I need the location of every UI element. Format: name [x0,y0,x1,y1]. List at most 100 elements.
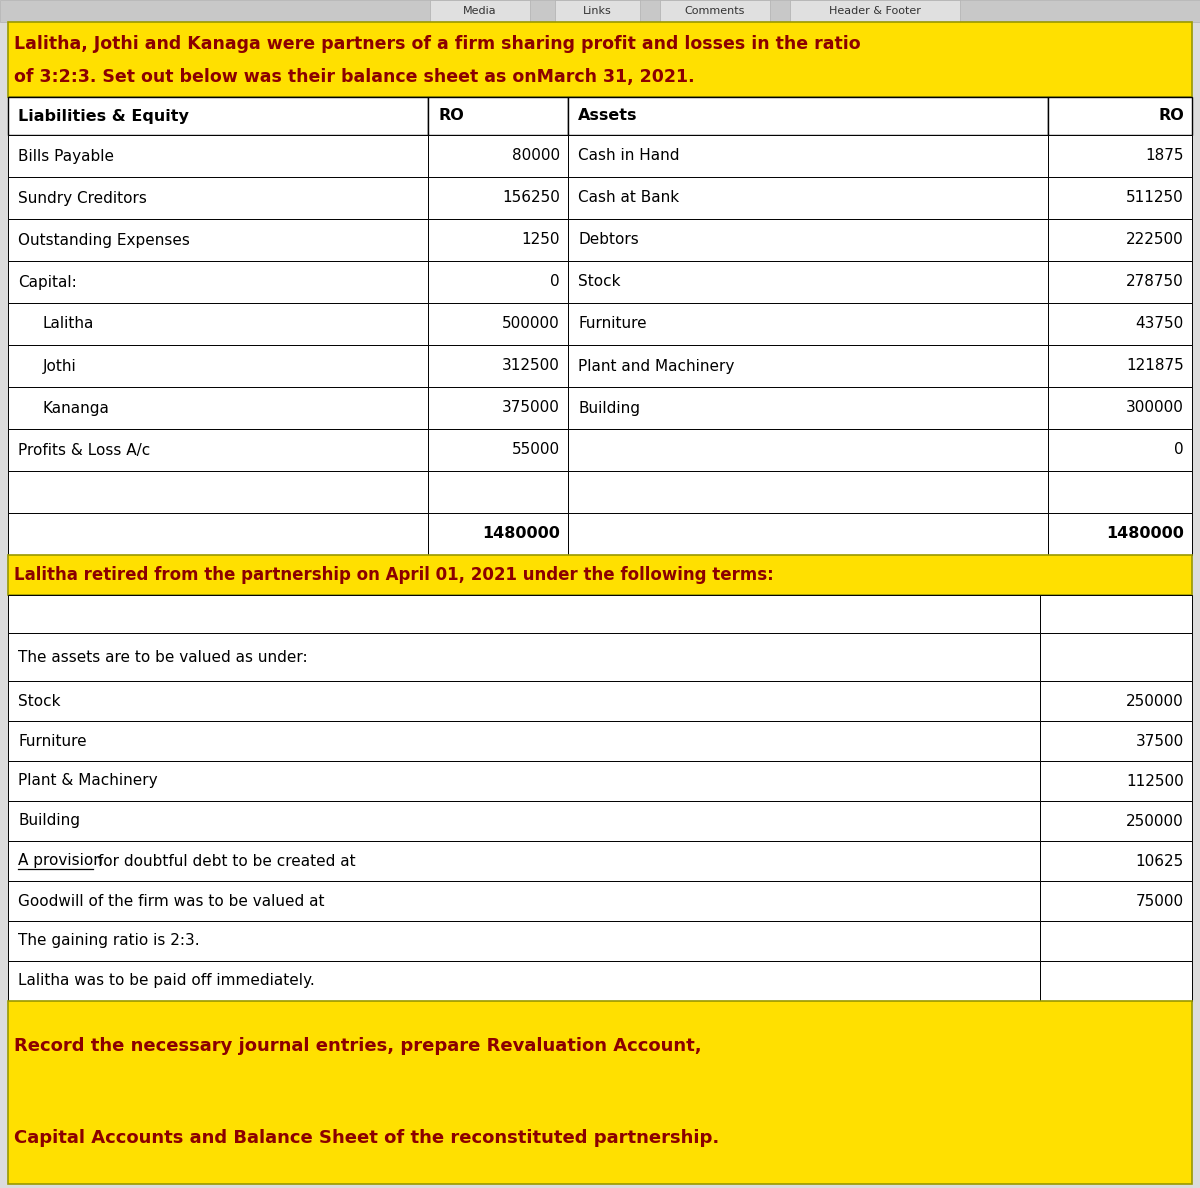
Text: 121875: 121875 [1127,359,1184,373]
Text: Links: Links [583,6,611,15]
Text: 37500: 37500 [1135,733,1184,748]
Text: Assets: Assets [578,108,637,124]
Bar [8,219,428,261]
Text: 222500: 222500 [1127,233,1184,247]
Bar [1040,801,1192,841]
Text: 75000: 75000 [1136,893,1184,909]
Text: Header & Footer: Header & Footer [829,6,920,15]
Bar [568,387,1048,429]
Bar [1048,513,1192,555]
Text: 250000: 250000 [1127,814,1184,828]
Bar [1040,881,1192,921]
Bar [428,219,568,261]
Bar [568,261,1048,303]
Bar [1048,219,1192,261]
Text: Cash at Bank: Cash at Bank [578,190,679,206]
Bar [554,0,640,23]
Bar [8,681,1040,721]
Bar [8,135,428,177]
Text: 112500: 112500 [1127,773,1184,789]
Bar [8,762,1040,801]
Bar [8,721,1040,762]
Bar [8,513,428,555]
Text: Record the necessary journal entries, prepare Revaluation Account,: Record the necessary journal entries, pr… [14,1037,702,1055]
Text: Stock: Stock [18,694,60,708]
Text: Cash in Hand: Cash in Hand [578,148,679,164]
Bar [568,97,1048,135]
Text: Plant and Machinery: Plant and Machinery [578,359,734,373]
Bar [8,97,428,135]
Text: 300000: 300000 [1126,400,1184,416]
Bar [8,345,428,387]
Text: Lalitha: Lalitha [43,316,95,331]
Text: 156250: 156250 [502,190,560,206]
Bar [8,633,1040,681]
Text: Building: Building [578,400,640,416]
Bar [428,303,568,345]
Bar [1040,921,1192,961]
Bar [1048,345,1192,387]
Text: Capital:: Capital: [18,274,77,290]
Bar [790,0,960,23]
Text: Bills Payable: Bills Payable [18,148,114,164]
Bar [8,303,428,345]
Text: The gaining ratio is 2:3.: The gaining ratio is 2:3. [18,934,199,948]
Bar [568,345,1048,387]
Bar [568,303,1048,345]
Text: Media: Media [463,6,497,15]
Bar [1040,595,1192,633]
Bar [8,429,428,470]
Text: Lalitha was to be paid off immediately.: Lalitha was to be paid off immediately. [18,973,314,988]
Text: Comments: Comments [685,6,745,15]
Bar [0,0,1200,23]
Bar [428,387,568,429]
Bar [660,0,770,23]
Text: 43750: 43750 [1135,316,1184,331]
Bar [8,801,1040,841]
Bar [428,261,568,303]
Bar [428,470,568,513]
Bar [568,513,1048,555]
Text: Kananga: Kananga [43,400,110,416]
Text: 1480000: 1480000 [1106,526,1184,542]
Bar [430,0,530,23]
Bar [8,961,1040,1001]
Bar [428,97,568,135]
Bar [428,345,568,387]
Text: 0: 0 [551,274,560,290]
Bar [8,177,428,219]
Text: Goodwill of the firm was to be valued at: Goodwill of the firm was to be valued at [18,893,324,909]
Bar [1048,470,1192,513]
Text: 278750: 278750 [1127,274,1184,290]
Bar [428,177,568,219]
Bar [1040,633,1192,681]
Bar [1048,177,1192,219]
Text: Liabilities & Equity: Liabilities & Equity [18,108,188,124]
Text: 1250: 1250 [522,233,560,247]
Bar [1040,762,1192,801]
Bar [568,219,1048,261]
Bar [1048,135,1192,177]
Bar [428,513,568,555]
Text: 312500: 312500 [502,359,560,373]
Bar [568,470,1048,513]
Text: Stock: Stock [578,274,620,290]
Bar [8,555,1192,595]
Bar [8,921,1040,961]
Text: Sundry Creditors: Sundry Creditors [18,190,146,206]
Text: Furniture: Furniture [18,733,86,748]
Bar [568,429,1048,470]
Text: of 3:2:3. Set out below was their balance sheet as onMarch 31, 2021.: of 3:2:3. Set out below was their balanc… [14,68,695,86]
Text: Debtors: Debtors [578,233,638,247]
Bar [8,1001,1192,1184]
Bar [8,23,1192,97]
Bar [428,429,568,470]
Text: 511250: 511250 [1127,190,1184,206]
Text: 250000: 250000 [1127,694,1184,708]
Text: Plant & Machinery: Plant & Machinery [18,773,157,789]
Bar [428,135,568,177]
Text: 10625: 10625 [1135,853,1184,868]
Text: 1875: 1875 [1146,148,1184,164]
Text: 375000: 375000 [502,400,560,416]
Text: Furniture: Furniture [578,316,647,331]
